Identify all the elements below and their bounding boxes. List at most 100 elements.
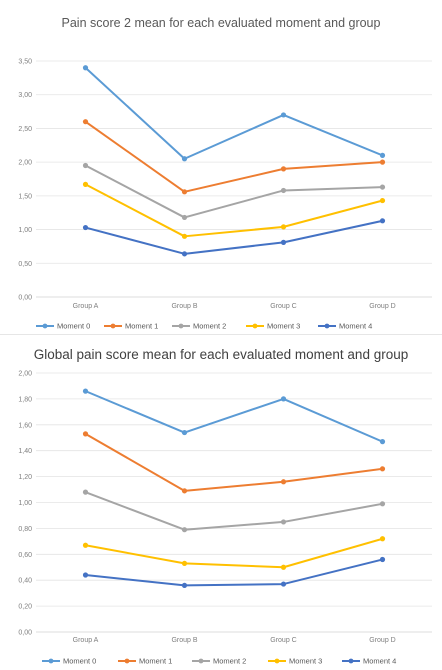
series-line — [85, 537, 383, 569]
data-point — [379, 197, 386, 204]
data-point — [82, 489, 89, 495]
data-point — [280, 187, 287, 194]
y-tick-label: 1,20 — [18, 474, 32, 481]
y-tick-label: 0,80 — [18, 526, 32, 533]
series-line — [85, 219, 383, 255]
data-point — [280, 479, 287, 485]
data-point — [82, 224, 89, 231]
data-point — [379, 218, 386, 224]
legend-marker — [198, 658, 204, 664]
data-point — [379, 466, 386, 472]
data-point — [82, 162, 89, 169]
y-tick-label: 2,00 — [18, 160, 32, 167]
data-point — [280, 396, 287, 402]
data-point — [181, 214, 188, 221]
legend-marker — [252, 323, 258, 329]
chart-title: Global pain score mean for each evaluate… — [33, 347, 409, 362]
y-tick-label: 3,50 — [18, 59, 32, 66]
y-tick-label: 1,00 — [18, 500, 32, 507]
legend-label: Moment 1 — [125, 322, 158, 331]
series-line — [84, 67, 383, 160]
legend-label: Moment 0 — [63, 657, 96, 666]
data-point — [379, 439, 386, 445]
data-point — [379, 152, 386, 158]
legend-marker — [348, 658, 354, 664]
data-point — [181, 251, 188, 257]
data-point — [181, 156, 188, 162]
x-tick-label: Group D — [369, 637, 395, 644]
series-line — [85, 491, 383, 531]
series-line — [85, 558, 383, 587]
data-point — [181, 560, 188, 566]
data-point — [280, 224, 287, 230]
chart-plot-area: 0,00 0,50 1,00 1,50 2,00 2,50 3,00 3,50 Group A G… — [18, 59, 432, 331]
x-tick-label: Group D — [369, 303, 395, 310]
data-point — [82, 181, 89, 187]
series-line — [85, 432, 383, 492]
data-point — [82, 431, 89, 437]
chart-global-pain-score: Global pain score mean for each evaluate… — [0, 337, 442, 670]
data-point — [181, 527, 188, 533]
data-point — [82, 572, 89, 578]
x-tick-label: Group C — [270, 637, 296, 644]
y-tick-label: 0,40 — [18, 578, 32, 585]
legend-marker — [274, 658, 280, 664]
legend-marker — [48, 658, 54, 664]
legend-label: Moment 2 — [193, 322, 226, 331]
legend-marker — [124, 658, 130, 664]
y-tick-label: 1,80 — [18, 396, 32, 403]
chart-plot-area: 0,00 0,20 0,40 0,60 0,80 1,00 1,20 1,40 1,60 1,80… — [18, 371, 432, 666]
legend-marker — [42, 323, 48, 329]
legend-marker — [110, 323, 116, 329]
data-point — [379, 159, 386, 165]
data-point — [181, 233, 188, 239]
legend-label: Moment 4 — [339, 322, 372, 331]
series-line — [84, 120, 383, 193]
x-tick-label: Group B — [171, 637, 197, 644]
chart-pain-score-2: Pain score 2 mean for each evaluated mom… — [0, 16, 442, 335]
y-tick-label: 0,00 — [18, 295, 32, 302]
legend-label: Moment 1 — [139, 657, 172, 666]
series-line — [85, 164, 383, 219]
legend-label: Moment 3 — [289, 657, 322, 666]
chart-title: Pain score 2 mean for each evaluated mom… — [61, 16, 381, 30]
data-point — [82, 119, 89, 125]
x-tick-label: Group A — [73, 303, 99, 310]
y-tick-label: 2,00 — [18, 371, 32, 378]
data-point — [181, 488, 188, 494]
y-tick-label: 0,20 — [18, 604, 32, 611]
data-point — [379, 184, 386, 190]
data-point — [82, 542, 89, 548]
legend-label: Moment 4 — [363, 657, 396, 666]
y-tick-label: 1,00 — [18, 227, 32, 234]
data-point — [181, 582, 188, 588]
legend-marker — [178, 323, 184, 329]
data-point — [82, 388, 89, 394]
data-point — [181, 189, 188, 195]
legend-label: Moment 0 — [57, 322, 90, 331]
data-point — [280, 564, 287, 570]
y-tick-label: 1,60 — [18, 422, 32, 429]
y-tick-label: 1,50 — [18, 193, 32, 200]
x-tick-label: Group C — [270, 303, 296, 310]
y-tick-label: 0,50 — [18, 261, 32, 268]
y-tick-label: 3,00 — [18, 92, 32, 99]
data-point — [379, 556, 386, 563]
series-line — [85, 390, 383, 443]
data-point — [379, 501, 386, 507]
y-tick-label: 2,50 — [18, 126, 32, 133]
legend-label: Moment 2 — [213, 657, 246, 666]
data-point — [379, 536, 386, 542]
y-tick-label: 0,60 — [18, 552, 32, 559]
data-point — [82, 65, 89, 71]
legend-label: Moment 3 — [267, 322, 300, 331]
data-point — [280, 112, 287, 118]
y-tick-label: 1,40 — [18, 448, 32, 455]
data-point — [280, 581, 287, 587]
data-point — [280, 166, 287, 172]
legend-marker — [324, 323, 330, 329]
x-tick-label: Group A — [73, 637, 99, 644]
data-point — [181, 429, 188, 436]
data-point — [280, 239, 287, 245]
